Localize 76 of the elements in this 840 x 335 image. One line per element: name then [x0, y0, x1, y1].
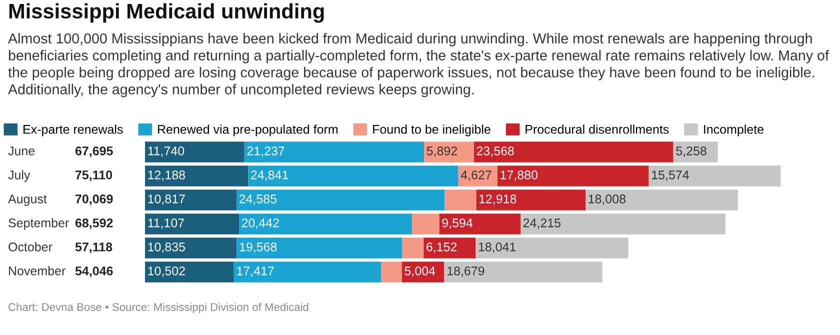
- bar: [497, 166, 649, 186]
- data-label: 24,841: [251, 170, 288, 181]
- y-tick-label: July: [8, 170, 30, 182]
- bar: [145, 262, 234, 282]
- bar: [444, 262, 602, 282]
- data-label: 5,258: [676, 146, 706, 157]
- bar: [458, 166, 498, 186]
- data-label: 12,918: [479, 194, 516, 205]
- bar: [244, 142, 424, 162]
- data-label: 21,237: [247, 146, 284, 157]
- data-label: 23,568: [476, 146, 514, 157]
- bar: [248, 166, 458, 186]
- data-label: 4,627: [460, 170, 492, 181]
- legend-label: Ex-parte renewals: [24, 124, 123, 136]
- bar: [145, 166, 248, 186]
- legend-label: Found to be ineligible: [373, 124, 490, 136]
- data-label: 18,008: [588, 194, 626, 205]
- bar: [402, 262, 444, 282]
- chart-title: Mississippi Medicaid unwinding: [9, 3, 324, 23]
- bar: [412, 214, 440, 234]
- chart-subtitle: Almost 100,000 Mississippians have been kicked from Medicaid during unwinding. While most renewals are happening through beneficiaries completing and returning a partially-completed form, the state's ex-parte renewal rate remains relatively low. Many of the people being dropped are losing coverage because of paperwork issues, not because they have been found to be ineligible. Additionally, the agency's number of uncompleted reviews keeps growing.: [8, 33, 829, 98]
- data-label: 10,835: [148, 242, 185, 253]
- bar: [236, 238, 402, 258]
- data-label: 10,817: [148, 194, 185, 205]
- data-label: 9,594: [442, 218, 473, 229]
- bar: [648, 166, 781, 186]
- total-label: 70,069: [76, 194, 113, 206]
- bar: [381, 262, 402, 282]
- bar: [444, 190, 476, 210]
- bar: [476, 190, 586, 210]
- y-tick-label: August: [8, 194, 47, 206]
- data-label: 5,892: [426, 146, 457, 157]
- data-label: 18,041: [478, 242, 516, 253]
- text: Chart: Devna Bose • Source: Mississippi Division of Medicaid: [8, 302, 308, 314]
- bar: [476, 238, 628, 258]
- bar: [520, 214, 726, 234]
- data-label: 17,417: [237, 266, 274, 277]
- data-label: 19,568: [240, 242, 277, 253]
- bar: [673, 142, 718, 162]
- bar: [586, 190, 738, 210]
- data-label: 10,502: [148, 266, 185, 277]
- data-label: 15,574: [652, 170, 689, 181]
- data-label: 18,679: [448, 266, 484, 277]
- bar: [238, 214, 412, 234]
- bar: [145, 142, 244, 162]
- data-label: 6,152: [426, 242, 457, 253]
- total-label: 54,046: [75, 266, 113, 278]
- total-label: 75,110: [76, 170, 112, 182]
- data-label: 24,215: [523, 218, 561, 229]
- data-label: 11,740: [148, 146, 184, 157]
- legend-label: Procedural disenrollments: [526, 124, 669, 134]
- y-tick-label: November: [9, 266, 66, 276]
- legend-label: Renewed via pre-populated form: [158, 124, 338, 136]
- total-label: 68,592: [75, 218, 113, 230]
- bar: [474, 142, 674, 162]
- data-label: 20,442: [242, 218, 279, 229]
- bar: [234, 262, 382, 282]
- bar: [236, 190, 445, 210]
- y-tick-label: September: [8, 218, 69, 230]
- data-label: 11,107: [148, 218, 184, 229]
- y-tick-label: June: [8, 146, 35, 156]
- bar: [145, 238, 237, 258]
- bar: [424, 142, 474, 162]
- total-label: 57,118: [75, 242, 112, 254]
- data-label: 12,188: [148, 170, 185, 181]
- bar: [402, 238, 424, 258]
- legend-label: Incomplete: [704, 124, 764, 136]
- data-label: 5,004: [404, 266, 436, 277]
- data-label: 24,585: [239, 194, 277, 205]
- total-label: 67,695: [75, 146, 113, 158]
- bar: [145, 214, 239, 234]
- bar: [145, 190, 237, 210]
- data-label: 17,880: [500, 170, 538, 181]
- bar: [424, 238, 476, 258]
- y-tick-label: October: [8, 242, 52, 252]
- bar: [439, 214, 521, 234]
